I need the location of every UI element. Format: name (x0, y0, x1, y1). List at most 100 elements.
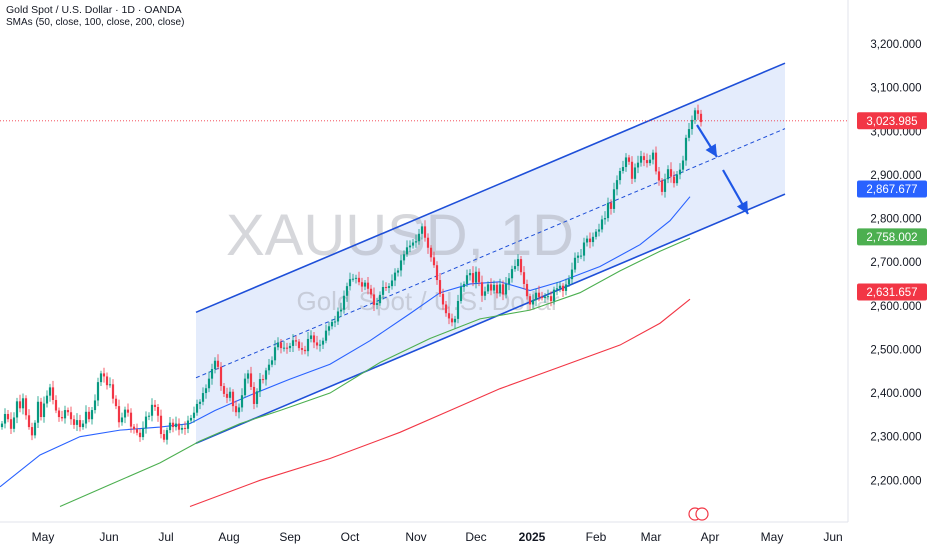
candle-body (666, 169, 670, 180)
candle-body (519, 259, 523, 273)
candle-body (87, 411, 91, 420)
x-tick-label: Oct (341, 530, 360, 544)
candle-body (384, 287, 388, 289)
candle-body (96, 382, 100, 401)
y-tick-label: 2,900.000 (870, 170, 921, 182)
candle-body (30, 427, 34, 436)
candle-body (246, 373, 250, 379)
candle-body (669, 169, 673, 177)
price-label-box (857, 283, 927, 301)
y-tick-label: 3,100.000 (870, 83, 921, 95)
candle-body (54, 400, 58, 411)
candle-body (174, 423, 178, 428)
candle-body (351, 278, 355, 280)
x-tick-label: Mar (641, 530, 662, 544)
candle-body (72, 419, 76, 425)
candle-body (264, 370, 268, 380)
x-tick-label: May (761, 530, 784, 544)
candle-body (582, 242, 586, 256)
candle-body (243, 378, 247, 396)
candle-body (273, 347, 277, 361)
candle-body (450, 318, 454, 323)
candle-body (642, 156, 646, 161)
candle-body (75, 420, 79, 425)
candle-body (630, 161, 634, 179)
candle-body (360, 282, 364, 287)
candle-body (540, 297, 544, 299)
candle-body (45, 395, 49, 404)
candle-body (627, 157, 631, 162)
candle-body (210, 369, 214, 379)
candle-body (465, 275, 469, 284)
candle-body (192, 412, 196, 418)
candle-body (357, 277, 361, 283)
candle-body (597, 229, 601, 232)
candle-body (516, 259, 520, 267)
candle-body (441, 293, 445, 305)
sma200-line (189, 298, 691, 507)
candle-body (684, 137, 688, 161)
candle-body (225, 393, 229, 398)
candle-body (171, 422, 175, 428)
candle-body (381, 287, 385, 295)
candle-body (576, 255, 580, 258)
candle-body (636, 162, 640, 168)
candle-body (420, 226, 424, 234)
price-label: 2,758.002 (866, 232, 917, 244)
candle-body (315, 342, 319, 346)
candle-body (633, 167, 637, 179)
candle-body (510, 269, 514, 279)
candle-body (21, 398, 25, 409)
candle-body (366, 282, 370, 289)
candle-body (480, 282, 484, 296)
candle-body (522, 272, 526, 284)
candle-body (57, 410, 61, 418)
candle-body (150, 404, 154, 416)
candle-body (105, 376, 109, 386)
candle-body (447, 313, 451, 319)
candle-body (258, 379, 262, 392)
candle-body (585, 238, 589, 243)
candle-body (621, 167, 625, 171)
candle-body (138, 432, 142, 438)
candle-body (27, 415, 31, 428)
candle-body (594, 231, 598, 237)
candle-body (24, 398, 28, 416)
candle-body (18, 401, 22, 409)
candle-body (159, 415, 163, 435)
candle-body (411, 242, 415, 246)
watermark-symbol: XAUUSD, 1D (226, 203, 574, 268)
candle-body (300, 348, 304, 350)
x-tick-label: Jun (823, 530, 842, 544)
candle-body (63, 410, 67, 419)
y-tick-label: 2,700.000 (870, 257, 921, 269)
candle-body (513, 266, 517, 270)
candle-body (555, 288, 559, 290)
candle-body (15, 401, 19, 418)
candle-body (462, 283, 466, 288)
candle-body (42, 403, 46, 418)
candle-body (348, 279, 352, 287)
x-tick-label: Jun (99, 530, 118, 544)
x-tick-label: Feb (586, 530, 607, 544)
candle-body (330, 321, 334, 327)
candle-body (693, 110, 697, 120)
x-tick-label: 2025 (519, 530, 546, 544)
candle-body (387, 286, 391, 288)
candle-body (687, 129, 691, 138)
candle-body (102, 373, 106, 377)
candle-body (402, 254, 406, 261)
candle-body (90, 410, 94, 420)
candle-body (99, 373, 103, 383)
candle-body (165, 430, 169, 440)
candle-body (558, 285, 562, 289)
arrow-1-head (705, 143, 717, 157)
candle-body (564, 284, 568, 291)
candle-body (213, 360, 217, 370)
candle-body (66, 410, 70, 413)
candle-body (378, 294, 382, 304)
candle-body (363, 282, 367, 287)
